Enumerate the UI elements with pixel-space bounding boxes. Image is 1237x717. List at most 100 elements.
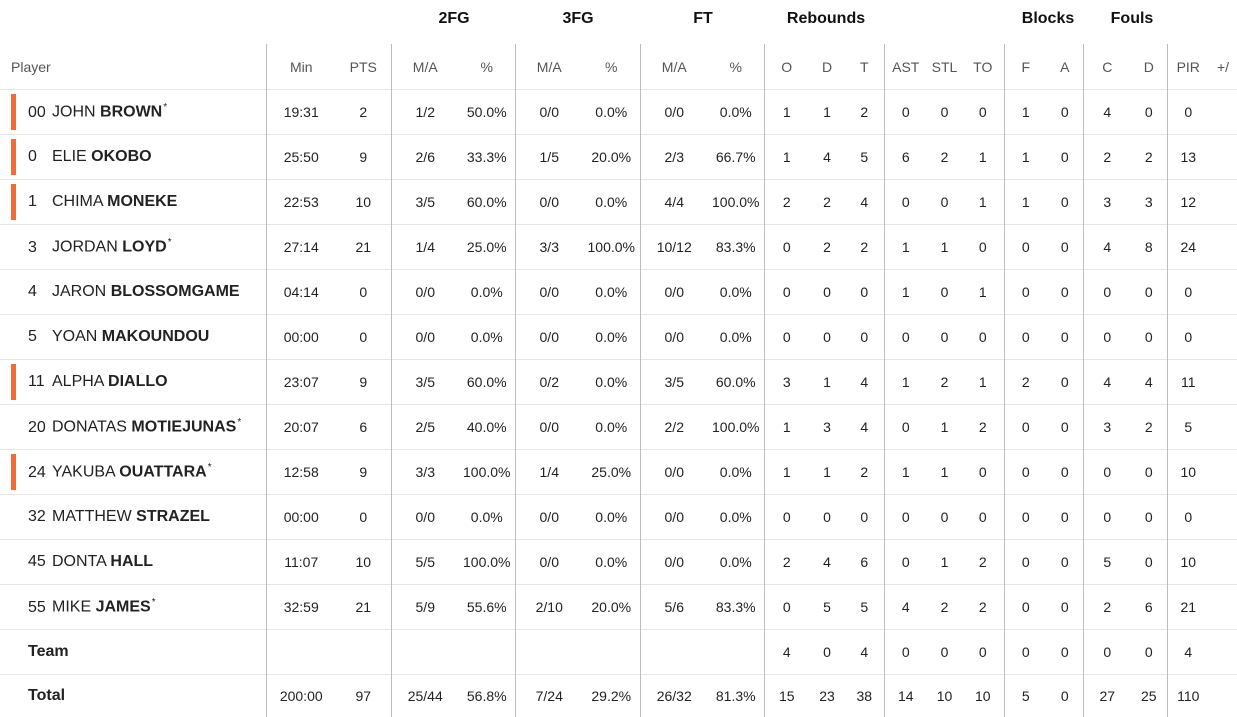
stat-foul-d: 0 — [1131, 450, 1167, 495]
col-header-blk-f[interactable]: F — [1004, 44, 1047, 90]
stat-blk-f: 0 — [1004, 225, 1047, 270]
col-header-pts[interactable]: PTS — [336, 44, 391, 90]
stat-2fg-ma: 0/0 — [391, 270, 459, 315]
stat-plus-minus — [1209, 540, 1237, 585]
col-header-ft-ma[interactable]: M/A — [640, 44, 708, 90]
stat-reb-t: 2 — [845, 90, 884, 135]
col-header-2fg-ma[interactable]: M/A — [391, 44, 459, 90]
stat-to: 2 — [962, 540, 1004, 585]
stat-pir: 24 — [1167, 225, 1209, 270]
stat-ft-pct: 66.7% — [708, 135, 764, 180]
stat-reb-o: 3 — [764, 360, 809, 405]
player-last-name[interactable]: DIALLO — [108, 373, 168, 390]
player-last-name[interactable]: JAMES — [96, 599, 151, 616]
stat-3fg-pct: 0.0% — [583, 270, 640, 315]
stat-to: 10 — [962, 675, 1004, 717]
stat-2fg-ma: 1/4 — [391, 225, 459, 270]
col-header-player[interactable]: Player — [0, 44, 266, 90]
stat-reb-o: 0 — [764, 225, 809, 270]
stat-min: 00:00 — [266, 315, 336, 360]
col-header-ast[interactable]: AST — [884, 44, 927, 90]
stat-min: 20:07 — [266, 405, 336, 450]
stat-plus-minus — [1209, 270, 1237, 315]
player-last-name[interactable]: MAKOUNDOU — [102, 328, 210, 345]
col-header-ft-pct[interactable]: % — [708, 44, 764, 90]
player-last-name[interactable]: STRAZEL — [136, 508, 210, 525]
col-header-min[interactable]: Min — [266, 44, 336, 90]
stat-2fg-pct: 50.0% — [459, 90, 515, 135]
stat-stl: 2 — [927, 135, 962, 180]
col-header-reb-t[interactable]: T — [845, 44, 884, 90]
stat-min: 12:58 — [266, 450, 336, 495]
col-header-3fg-ma[interactable]: M/A — [515, 44, 583, 90]
stat-pir: 5 — [1167, 405, 1209, 450]
stat-3fg-ma: 0/2 — [515, 360, 583, 405]
stat-reb-t: 0 — [845, 315, 884, 360]
col-header-stl[interactable]: STL — [927, 44, 962, 90]
stat-3fg-ma: 0/0 — [515, 90, 583, 135]
stat-2fg-ma: 0/0 — [391, 315, 459, 360]
group-header-2fg: 2FG — [424, 9, 484, 29]
player-last-name[interactable]: BLOSSOMGAME — [111, 283, 240, 300]
col-header-2fg-pct[interactable]: % — [459, 44, 515, 90]
stat-foul-d: 0 — [1131, 270, 1167, 315]
col-header-to[interactable]: TO — [962, 44, 1004, 90]
stat-foul-c: 0 — [1083, 270, 1131, 315]
player-last-name[interactable]: OKOBO — [91, 148, 151, 165]
col-header-plus-minus[interactable]: +/ — [1209, 44, 1237, 90]
col-header-foul-d[interactable]: D — [1131, 44, 1167, 90]
player-last-name[interactable]: HALL — [110, 553, 153, 570]
stat-stl: 0 — [927, 180, 962, 225]
stat-to: 0 — [962, 315, 1004, 360]
col-header-blk-a[interactable]: A — [1047, 44, 1083, 90]
stat-pir: 11 — [1167, 360, 1209, 405]
col-header-reb-o[interactable]: O — [764, 44, 809, 90]
stat-to: 1 — [962, 360, 1004, 405]
stat-foul-d: 8 — [1131, 225, 1167, 270]
stat-3fg-pct: 0.0% — [583, 180, 640, 225]
stat-3fg-pct: 0.0% — [583, 405, 640, 450]
player-last-name[interactable]: OUATTARA — [119, 464, 206, 481]
col-header-reb-d[interactable]: D — [809, 44, 845, 90]
stat-blk-a: 0 — [1047, 135, 1083, 180]
stat-foul-c: 27 — [1083, 675, 1131, 717]
stat-2fg-ma: 1/2 — [391, 90, 459, 135]
stat-stl: 2 — [927, 360, 962, 405]
stat-stl: 2 — [927, 585, 962, 630]
player-last-name[interactable]: MOTIEJUNAS — [131, 419, 236, 436]
col-header-3fg-pct[interactable]: % — [583, 44, 640, 90]
player-last-name[interactable]: MONEKE — [107, 193, 177, 210]
group-header-3fg: 3FG — [548, 9, 608, 29]
stat-foul-c: 0 — [1083, 315, 1131, 360]
stat-foul-d: 0 — [1131, 630, 1167, 675]
player-last-name[interactable]: BROWN — [100, 104, 162, 121]
col-header-foul-c[interactable]: C — [1083, 44, 1131, 90]
player-last-name[interactable]: LOYD — [122, 239, 166, 256]
stat-reb-t: 5 — [845, 135, 884, 180]
col-header-pir[interactable]: PIR — [1167, 44, 1209, 90]
